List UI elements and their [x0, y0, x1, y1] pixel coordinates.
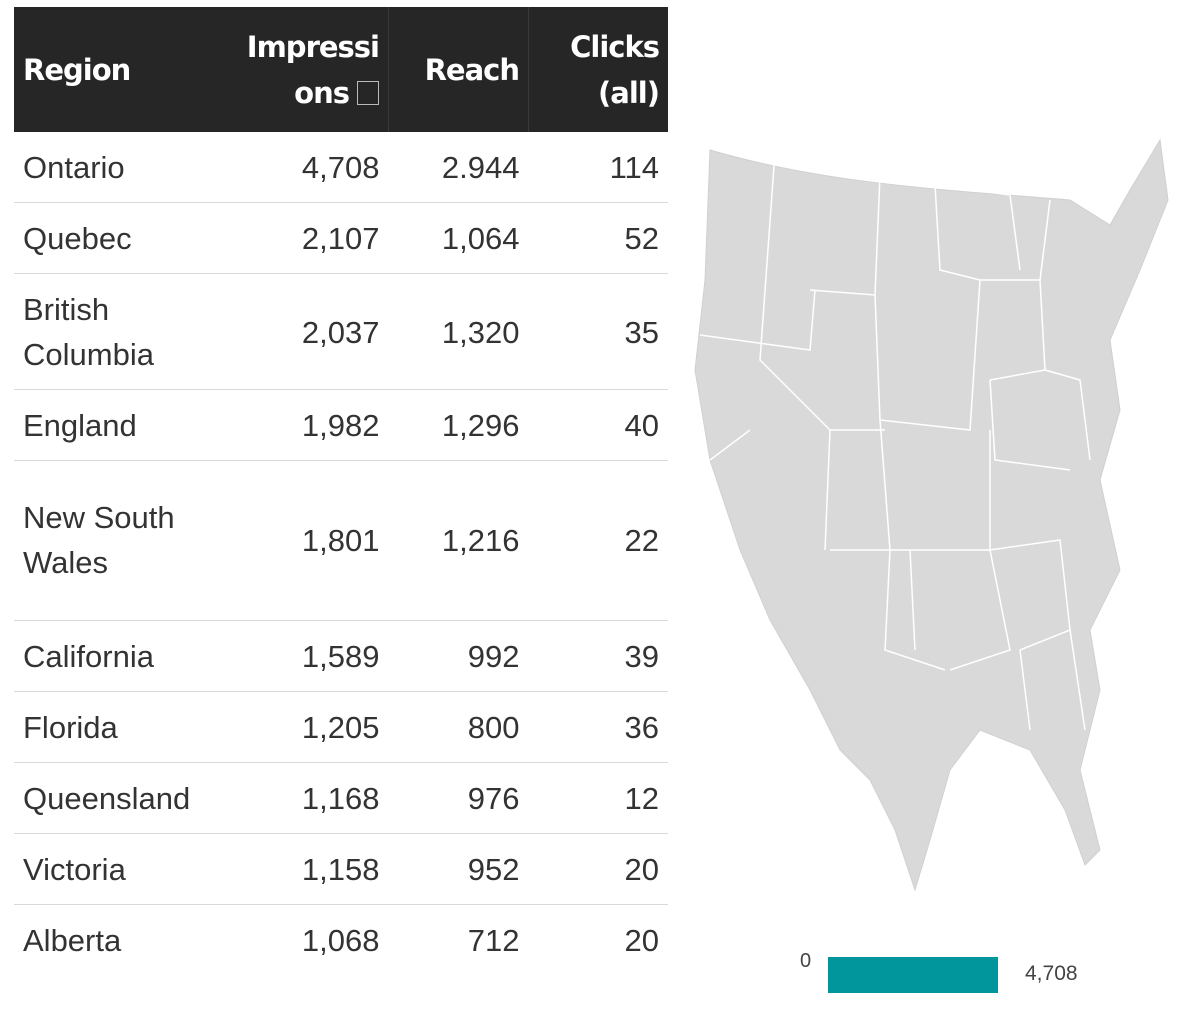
cell-clicks: 35	[528, 273, 668, 390]
cell-impressions: 1,589	[225, 620, 389, 692]
cell-impressions: 1,158	[225, 833, 389, 905]
cell-impressions: 2,037	[225, 273, 389, 390]
header-impressions[interactable]: Impressions	[225, 7, 389, 132]
cell-impressions: 2,107	[225, 202, 389, 274]
table-row: Quebec 2,107 1,064 52	[14, 202, 668, 274]
legend-min-label: 0	[800, 950, 812, 972]
cell-clicks: 40	[528, 389, 668, 461]
cell-reach: 1,064	[388, 202, 529, 274]
cell-impressions: 1,068	[301, 923, 380, 958]
metrics-table-container: Region Impressions Reach Clicks (all) On…	[14, 7, 668, 975]
cell-impressions: 1,982	[225, 389, 389, 461]
cell-impressions: 4,708	[225, 132, 389, 203]
us-map-svg	[694, 138, 1169, 892]
cell-region: England	[14, 389, 225, 461]
sort-indicator-icon[interactable]	[357, 80, 379, 105]
table-row: Florida 1,205 800 36	[14, 691, 668, 763]
table-header-row: Region Impressions Reach Clicks (all)	[14, 7, 668, 132]
table-row: New South Wales 1,801 1,216 22	[14, 460, 668, 621]
cell-reach: 976	[388, 762, 529, 834]
legend-max-label: 4,708	[1025, 962, 1078, 985]
cell-clicks: 36	[528, 691, 668, 763]
cell-reach: 800	[388, 691, 529, 763]
cell-region: Victoria	[14, 833, 225, 905]
cell-region: New South Wales	[14, 460, 225, 621]
header-clicks[interactable]: Clicks (all)	[528, 7, 668, 132]
cell-clicks: 22	[528, 460, 668, 621]
us-map-shape[interactable]	[694, 138, 1169, 892]
table-row: England 1,982 1,296 40	[14, 389, 668, 461]
table-row: Alberta 1,068 712 20	[14, 905, 668, 976]
header-region[interactable]: Region	[23, 52, 131, 87]
cell-clicks: 114	[528, 132, 668, 203]
cell-reach: 712	[467, 923, 520, 958]
cell-reach: 1,296	[388, 389, 529, 461]
cell-region: British Columbia	[14, 273, 225, 390]
us-map[interactable]	[690, 130, 1190, 910]
header-reach[interactable]: Reach	[388, 7, 529, 132]
cell-reach: 992	[388, 620, 529, 692]
metrics-table: Region Impressions Reach Clicks (all) On…	[14, 7, 668, 975]
table-row: Ontario 4,708 2.944 114	[14, 132, 668, 203]
legend-color-bar	[828, 957, 998, 993]
cell-region: Queensland	[14, 762, 225, 834]
cell-reach: 952	[388, 833, 529, 905]
cell-region: California	[14, 620, 225, 692]
state-borders	[699, 151, 1091, 731]
table-row: Queensland 1,168 976 12	[14, 762, 668, 834]
cell-clicks: 20	[624, 923, 659, 958]
cell-clicks: 12	[528, 762, 668, 834]
cell-region: Alberta	[23, 923, 122, 958]
cell-reach: 1,216	[388, 460, 529, 621]
cell-clicks: 52	[528, 202, 668, 274]
cell-reach: 2.944	[388, 132, 529, 203]
cell-region: Florida	[14, 691, 225, 763]
header-impressions-label: Impressions	[246, 29, 380, 110]
table-row: British Columbia 2,037 1,320 35	[14, 273, 668, 390]
cell-impressions: 1,801	[225, 460, 389, 621]
cell-reach: 1,320	[388, 273, 529, 390]
map-legend: 0 4,708	[800, 950, 1100, 1000]
table-row: California 1,589 992 39	[14, 620, 668, 692]
table-row: Victoria 1,158 952 20	[14, 833, 668, 905]
cell-clicks: 39	[528, 620, 668, 692]
cell-clicks: 20	[528, 833, 668, 905]
cell-region: Ontario	[14, 132, 225, 203]
cell-impressions: 1,205	[225, 691, 389, 763]
cell-impressions: 1,168	[225, 762, 389, 834]
cell-region: Quebec	[14, 202, 225, 274]
